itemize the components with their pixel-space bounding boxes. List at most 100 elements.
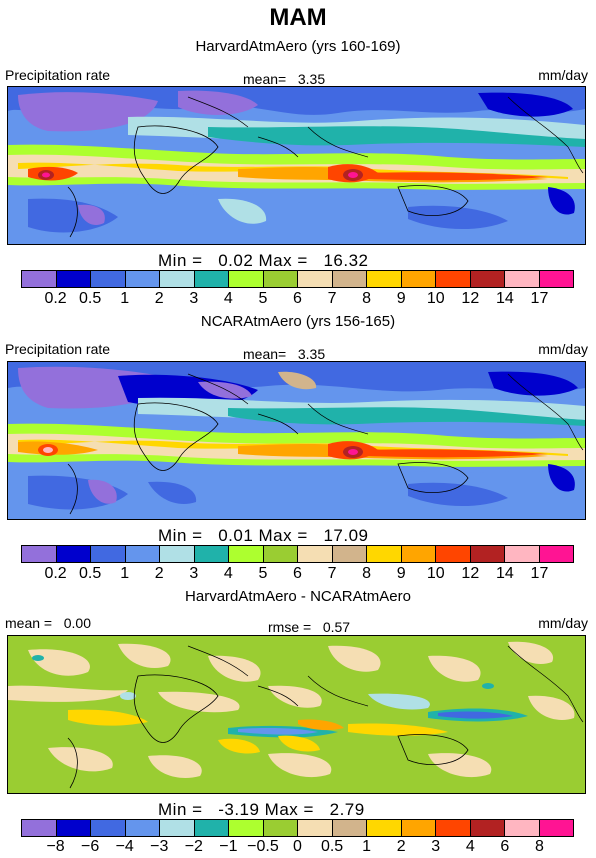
colorbar-swatch bbox=[539, 820, 573, 836]
colorbar-swatch bbox=[56, 820, 91, 836]
colorbar-tick-label: 0.5 bbox=[79, 290, 102, 307]
colorbar-swatch bbox=[332, 820, 367, 836]
colorbar-swatch bbox=[91, 271, 126, 287]
colorbar-swatch bbox=[298, 546, 333, 562]
colorbar-swatch bbox=[401, 820, 436, 836]
colorbar-tick-label: 1 bbox=[120, 565, 130, 582]
colorbar-swatch bbox=[229, 820, 264, 836]
colorbar-swatch bbox=[436, 546, 471, 562]
colorbar-tick-label: 10 bbox=[426, 565, 445, 582]
colorbar-tick-label: 0.5 bbox=[79, 565, 102, 582]
panel2-colorbar-ticks: 0.2 0.5 1 2 3 4 5 6 7 8 9 10 12 14 17 bbox=[21, 565, 574, 585]
panel3-mean-label: mean = 0.00 bbox=[5, 615, 92, 631]
colorbar-swatch bbox=[436, 820, 471, 836]
colorbar-swatch bbox=[125, 820, 160, 836]
colorbar-tick-label: 14 bbox=[495, 290, 514, 307]
colorbar-tick-label: 9 bbox=[396, 290, 406, 307]
colorbar-tick-label: 1 bbox=[120, 290, 130, 307]
panel2-title: NCARAtmAero (yrs 156-165) bbox=[200, 313, 396, 330]
panel3-difference-map bbox=[7, 635, 586, 794]
panel3-units-label: mm/day bbox=[538, 615, 588, 631]
colorbar-tick-label: −0.5 bbox=[247, 838, 279, 855]
panel2-mean-label: mean= 3.35 bbox=[243, 346, 326, 362]
colorbar-tick-label: −1 bbox=[219, 838, 238, 855]
colorbar-tick-label: 3 bbox=[189, 565, 199, 582]
colorbar-swatch bbox=[367, 271, 402, 287]
colorbar-tick-label: 6 bbox=[293, 290, 302, 307]
colorbar-swatch bbox=[298, 820, 333, 836]
colorbar-swatch bbox=[22, 271, 57, 287]
colorbar-tick-label: −2 bbox=[184, 838, 203, 855]
panel1-units-label: mm/day bbox=[538, 67, 588, 83]
panel2-variable-label: Precipitation rate bbox=[5, 341, 111, 357]
colorbar-swatch bbox=[229, 546, 264, 562]
colorbar-swatch bbox=[367, 820, 402, 836]
colorbar-tick-label: 0.2 bbox=[44, 565, 67, 582]
panel3-rmse-label: rmse = 0.57 bbox=[268, 619, 351, 635]
colorbar-tick-label: 10 bbox=[426, 290, 445, 307]
colorbar-tick-label: 8 bbox=[534, 838, 544, 855]
colorbar-tick-label: 4 bbox=[223, 565, 233, 582]
colorbar-tick-label: −4 bbox=[115, 838, 134, 855]
colorbar-tick-label: 6 bbox=[293, 565, 302, 582]
panel2-minmax-label: Min = 0.01 Max = 17.09 bbox=[158, 526, 369, 545]
panel1-colorbar-ticks: 0.2 0.5 1 2 3 4 5 6 7 8 9 10 12 14 17 bbox=[21, 290, 574, 310]
colorbar-tick-label: 12 bbox=[461, 565, 480, 582]
colorbar-swatch bbox=[194, 546, 229, 562]
colorbar-swatch bbox=[160, 820, 195, 836]
panel1-variable-label: Precipitation rate bbox=[5, 67, 111, 83]
colorbar-tick-label: 14 bbox=[495, 565, 514, 582]
colorbar-tick-label: 2 bbox=[154, 290, 164, 307]
colorbar-tick-label: 12 bbox=[461, 290, 480, 307]
colorbar-tick-label: −8 bbox=[46, 838, 65, 855]
colorbar-swatch bbox=[505, 271, 540, 287]
colorbar-swatch bbox=[505, 820, 540, 836]
colorbar-tick-label: −6 bbox=[81, 838, 100, 855]
panel3-minmax-label: Min = -3.19 Max = 2.79 bbox=[158, 800, 365, 819]
colorbar-swatch bbox=[194, 820, 229, 836]
colorbar-swatch bbox=[160, 546, 195, 562]
colorbar-swatch bbox=[229, 271, 264, 287]
colorbar-swatch bbox=[470, 546, 505, 562]
colorbar-swatch bbox=[91, 546, 126, 562]
panel3-colorbar-ticks: −8 −6 −4 −3 −2 −1 −0.5 0 0.5 1 2 3 4 6 8 bbox=[21, 838, 574, 858]
colorbar-swatch bbox=[470, 820, 505, 836]
colorbar-swatch bbox=[470, 271, 505, 287]
colorbar-tick-label: 2 bbox=[396, 838, 406, 855]
colorbar-tick-label: 7 bbox=[327, 290, 337, 307]
colorbar-tick-label: 5 bbox=[258, 565, 268, 582]
colorbar-swatch bbox=[332, 546, 367, 562]
colorbar-tick-label: 6 bbox=[500, 838, 510, 855]
panel2-units-label: mm/day bbox=[538, 341, 588, 357]
colorbar-swatch bbox=[539, 546, 573, 562]
colorbar-swatch bbox=[505, 546, 540, 562]
colorbar-tick-label: 4 bbox=[465, 838, 475, 855]
colorbar-tick-label: 8 bbox=[362, 565, 372, 582]
colorbar-tick-label: 17 bbox=[530, 290, 549, 307]
colorbar-swatch bbox=[160, 271, 195, 287]
panel1-mean-label: mean= 3.35 bbox=[243, 71, 326, 87]
colorbar-tick-label: 8 bbox=[362, 290, 372, 307]
panel3-title: HarvardAtmAero - NCARAtmAero bbox=[185, 588, 411, 605]
colorbar-swatch bbox=[332, 271, 367, 287]
colorbar-swatch bbox=[22, 820, 57, 836]
colorbar-swatch bbox=[56, 271, 91, 287]
colorbar-swatch bbox=[298, 271, 333, 287]
colorbar-tick-label: 9 bbox=[396, 565, 406, 582]
colorbar-swatch bbox=[436, 271, 471, 287]
colorbar-swatch bbox=[56, 546, 91, 562]
colorbar-swatch bbox=[263, 546, 298, 562]
colorbar-tick-label: −3 bbox=[150, 838, 169, 855]
colorbar-tick-label: 0.2 bbox=[44, 290, 67, 307]
colorbar-tick-label: 0 bbox=[293, 838, 302, 855]
colorbar-swatch bbox=[194, 271, 229, 287]
colorbar-tick-label: 3 bbox=[189, 290, 199, 307]
figure-title: MAM bbox=[269, 4, 327, 31]
colorbar-swatch bbox=[401, 271, 436, 287]
colorbar-tick-label: 17 bbox=[530, 565, 549, 582]
colorbar-swatch bbox=[263, 271, 298, 287]
colorbar-swatch bbox=[125, 271, 160, 287]
panel2-precip-map bbox=[7, 361, 586, 520]
colorbar-tick-label: 4 bbox=[223, 290, 233, 307]
colorbar-swatch bbox=[91, 820, 126, 836]
